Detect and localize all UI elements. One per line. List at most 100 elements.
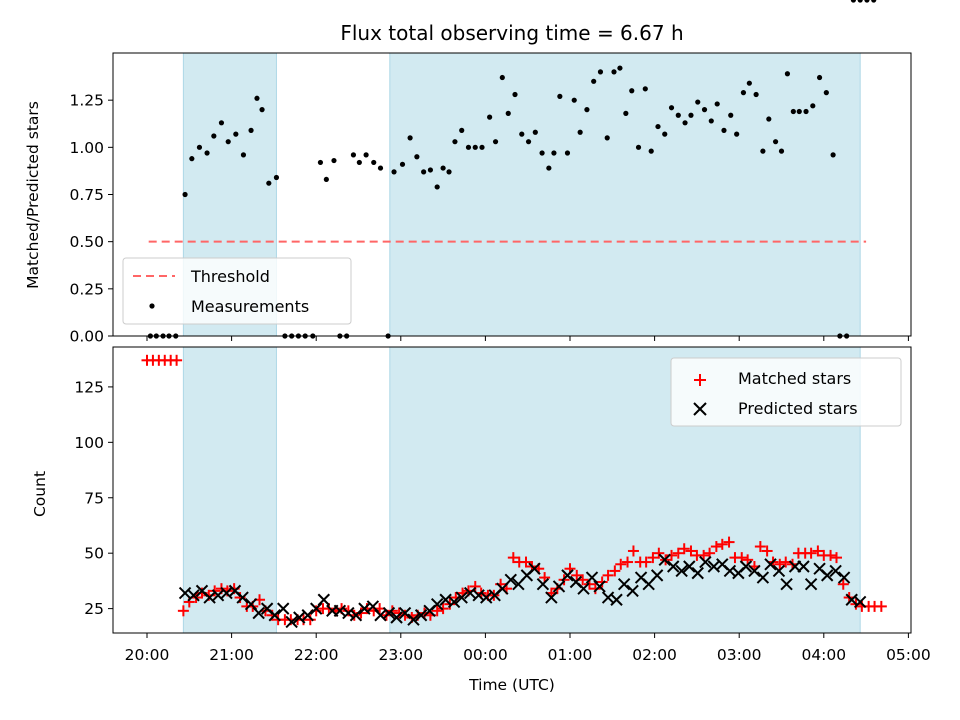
predicted-star-point [414,609,428,622]
legend-matched-label: Matched stars [738,369,851,388]
matched-star-point [171,354,183,366]
predicted-star-point [342,606,355,620]
measurement-point [778,148,785,154]
measurement-point [331,157,337,164]
top-y-axis-label: Matched/Predicted stars [24,101,42,289]
observing-window [389,52,861,337]
measurement-point [617,65,623,71]
x-tick-label: 04:00 [801,646,846,664]
measurement-point [446,169,452,175]
measurement-point [487,114,493,120]
measurement-point [254,95,260,101]
predicted-star-point [407,613,420,626]
measurement-point [728,112,734,118]
predicted-star-point [301,609,314,622]
predicted-star-point [626,584,639,598]
measurement-point [266,180,272,186]
legend-predicted-swatch [693,402,707,416]
matched-star-point [615,558,627,570]
measurement-point [571,97,577,103]
measurement-point [734,131,740,137]
predicted-star-point [472,589,485,602]
measurement-point [399,161,406,167]
predicted-star-point [187,589,200,602]
measurement-point [695,99,701,105]
matched-star-point [812,545,824,557]
predicted-star-point [610,593,623,606]
measurement-point [642,86,648,92]
top-observing-windows [182,52,861,337]
predicted-star-point [756,571,770,584]
x-tick-label: 20:00 [125,646,170,664]
measurement-point [248,127,254,133]
predicted-star-point [528,562,541,575]
measurement-point [823,90,829,96]
predicted-star-point [780,578,793,591]
measurement-point [434,184,440,190]
bottom-legend-box [670,357,902,427]
predicted-star-point [430,597,444,611]
measurement-point [714,101,720,107]
measurement-point [611,69,617,75]
matched-star-point [685,545,697,557]
predicted-star-point [252,606,265,620]
measurement-point [753,91,759,98]
measurement-point [635,144,642,150]
measurement-point [766,116,772,122]
measurement-point [746,80,752,86]
measurement-point [459,127,465,133]
measurement-point [356,159,362,166]
predicted-star-point [447,595,461,609]
x-axis-label: Time (UTC) [468,676,555,694]
predicted-star-point [236,591,249,604]
predicted-star-point [675,564,688,578]
measurement-point [512,91,518,98]
measurement-point [273,174,280,181]
measurement-point [790,108,796,115]
measurement-point [196,144,203,150]
panel-bottom-counts: 25 50 75 100 125 20:00 21:00 22:00 23:00 00:00 01… [31,346,931,694]
measurement-point [182,191,188,198]
measurement-point [259,107,265,113]
measurement-point [772,139,779,145]
predicted-star-point [317,593,331,606]
measurement-point [675,112,681,118]
predicted-star-point [683,560,696,573]
measurement-point [597,69,604,75]
measurement-point [784,71,791,77]
top-legend-box [122,257,352,325]
predicted-star-point [691,566,704,580]
predicted-star-point [699,555,712,569]
x-tick-label: 03:00 [717,646,762,664]
measurement-point [240,152,247,158]
predicted-star-point [593,580,606,593]
measurement-point [421,169,427,175]
measurement-point [377,165,384,171]
matched-star-point [520,556,532,568]
predicted-star-point [667,560,680,573]
predicted-star-point [349,609,363,622]
measurement-point [211,133,217,139]
y-tick-label: 0.00 [69,328,104,346]
measurement-point [532,129,538,135]
measurement-point [760,148,766,154]
predicted-star-point [382,606,396,620]
measurement-point [525,139,532,145]
matched-star-point [647,552,659,564]
matched-star-point [678,543,690,555]
matched-star-point [571,569,583,581]
matched-star-point [393,607,405,619]
measurement-point [557,93,563,99]
y-tick-label: 75 [84,489,104,507]
bottom-y-axis-label: Count [31,471,49,517]
measurement-point [701,107,708,113]
measurement-point [499,74,505,81]
y-tick-label: 0.50 [69,233,104,251]
measurement-point [440,165,446,171]
matched-star-point [805,547,817,559]
matched-star-point [596,576,608,588]
y-tick-label: 50 [84,545,104,563]
measurement-point [452,139,458,145]
measurement-point [479,144,485,150]
matched-star-point [589,583,601,595]
